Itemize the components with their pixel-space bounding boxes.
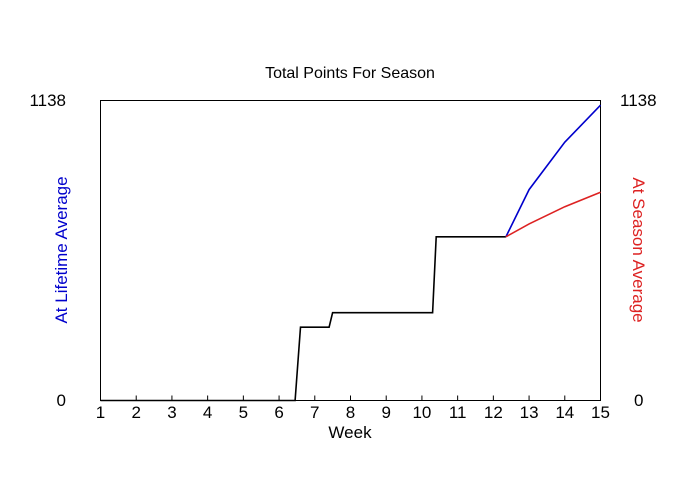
right-axis-label: At Season Average: [629, 177, 648, 322]
x-tick-label: 12: [484, 403, 503, 422]
left-axis-label: At Lifetime Average: [52, 176, 71, 323]
x-tick-label: 5: [239, 403, 248, 422]
y-right-max-label: 1138: [620, 91, 657, 110]
y-left-max-label: 1138: [29, 91, 66, 110]
y-left-min-label: 0: [57, 391, 66, 410]
y-right-min-label: 0: [634, 391, 643, 410]
x-tick-label: 1: [96, 403, 105, 422]
x-tick-label: 8: [346, 403, 355, 422]
x-tick-label: 11: [449, 403, 467, 422]
actual-series-line: [100, 236, 506, 402]
x-tick-label: 14: [555, 403, 574, 422]
x-tick-label: 6: [274, 403, 283, 422]
x-tick-label: 10: [412, 403, 431, 422]
x-tick-label: 4: [203, 403, 212, 422]
x-axis-title: Week: [328, 423, 372, 442]
lifetime-series-line: [505, 104, 602, 238]
x-tick-label: 15: [591, 403, 610, 422]
x-axis-ticks: 1 2 3 4 5 6 7 8 9 10 11 12 13 14 15: [96, 395, 610, 422]
plot-area-frame: [100, 100, 601, 401]
x-tick-label: 7: [310, 403, 319, 422]
chart-title: Total Points For Season: [265, 65, 435, 82]
series-lines: [100, 104, 602, 402]
x-tick-label: 9: [381, 403, 390, 422]
x-tick-label: 13: [520, 403, 539, 422]
x-tick-label: 2: [131, 403, 140, 422]
x-tick-label: 3: [167, 403, 176, 422]
season-series-line: [505, 191, 601, 238]
